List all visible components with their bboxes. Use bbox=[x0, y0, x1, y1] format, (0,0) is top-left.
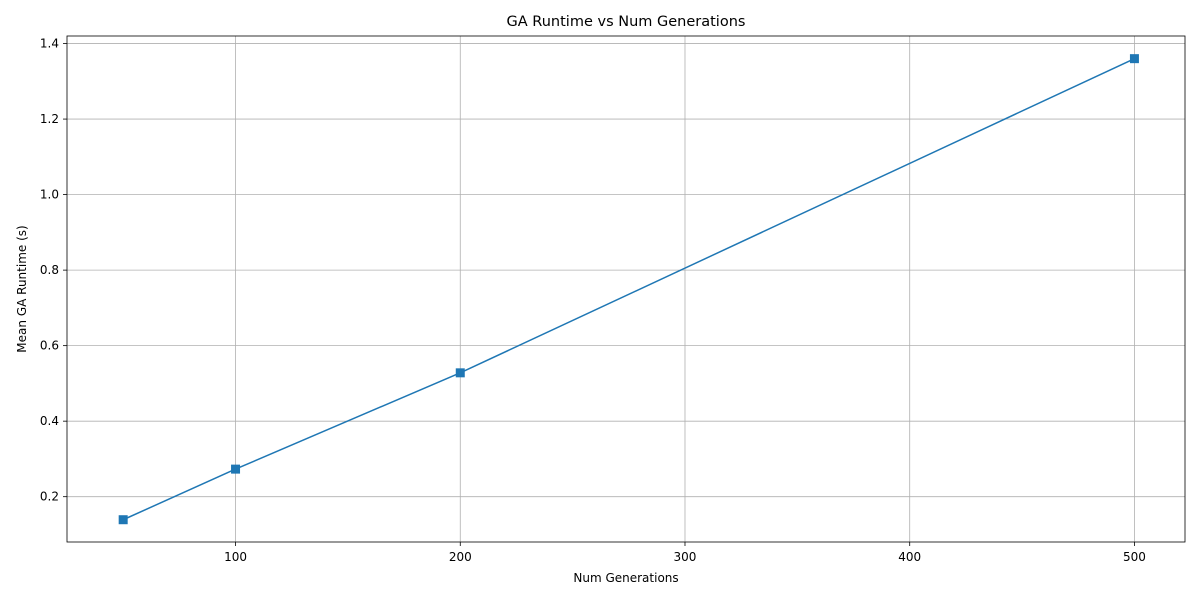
y-tick-label: 0.2 bbox=[40, 490, 59, 504]
data-point-marker bbox=[118, 515, 128, 525]
data-point-marker bbox=[1129, 54, 1139, 64]
y-tick-label: 1.0 bbox=[40, 188, 59, 202]
y-axis-label: Mean GA Runtime (s) bbox=[15, 225, 29, 352]
chart-title: GA Runtime vs Num Generations bbox=[507, 14, 746, 30]
series-layer bbox=[118, 54, 1139, 525]
x-tick-label: 400 bbox=[898, 550, 921, 564]
ticks-layer: 100 200 300 400 500 0.2 0.4 0.6 0.8 1.0 1.2 1.4 bbox=[40, 37, 1146, 564]
y-tick-label: 0.4 bbox=[40, 414, 59, 428]
data-point-marker bbox=[455, 368, 465, 378]
x-axis-label: Num Generations bbox=[573, 571, 678, 585]
x-tick-label: 300 bbox=[674, 550, 697, 564]
y-tick-label: 0.8 bbox=[40, 263, 59, 277]
data-point-marker bbox=[231, 464, 241, 474]
x-tick-label: 500 bbox=[1123, 550, 1146, 564]
y-tick-label: 1.4 bbox=[40, 37, 59, 51]
series-line bbox=[122, 57, 1135, 521]
axes-frame bbox=[66, 35, 1186, 543]
x-tick-label: 100 bbox=[224, 550, 247, 564]
y-tick-label: 0.6 bbox=[40, 339, 59, 353]
x-tick-label: 200 bbox=[449, 550, 472, 564]
y-tick-label: 1.2 bbox=[40, 112, 59, 126]
grid-layer bbox=[67, 36, 1185, 542]
